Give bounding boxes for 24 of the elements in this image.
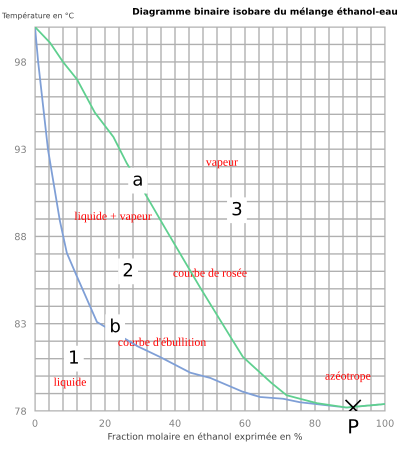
y-tick-label: 98 — [14, 58, 26, 66]
x-tick-label: 40 — [169, 420, 181, 427]
x-tick-label: 0 — [32, 420, 38, 427]
y-tick-label: 88 — [14, 232, 26, 240]
annotation: liquide — [54, 378, 86, 388]
annotation: azéotrope — [325, 371, 370, 382]
y-tick-label: 93 — [14, 146, 26, 154]
annotation: a — [133, 175, 142, 186]
annotation: 1 — [70, 350, 78, 364]
annotation: b — [111, 318, 120, 332]
annotation: liquide + vapeur — [74, 212, 152, 222]
annotation: vapeur — [206, 160, 238, 168]
x-tick-label: 100 — [376, 420, 394, 427]
y-tick-label: 78 — [15, 407, 26, 415]
annotation: 3 — [232, 202, 242, 216]
x-tick-label: 80 — [309, 420, 321, 427]
series-label: P — [349, 419, 358, 434]
x-axis-title: Fraction molaire en éthanol exprimée en % — [108, 432, 302, 442]
annotation: 2 — [124, 262, 132, 276]
y-tick-label: 83 — [14, 320, 26, 328]
x-tick-label: 60 — [239, 420, 251, 427]
x-tick-label: 20 — [100, 420, 111, 427]
chart-title: Diagramme binaire isobare du mélange éthanol-eau — [133, 7, 398, 17]
line-series — [35, 27, 385, 408]
